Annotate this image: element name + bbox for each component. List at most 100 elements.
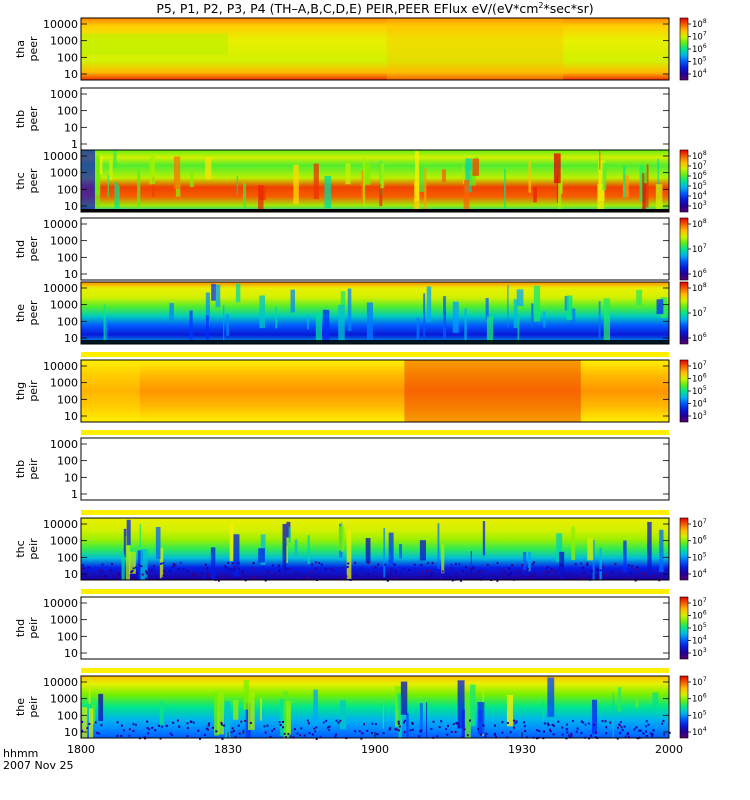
y-tick-label: 1000	[50, 235, 78, 248]
y-tick-label: 10000	[43, 282, 78, 295]
y-tick-label: 1000	[50, 35, 78, 48]
colorbar-tick-label: 107	[692, 360, 707, 372]
x-tick-label: 2000	[655, 743, 683, 756]
panel-probe-label: thb	[14, 110, 27, 128]
colorbar-tick-label: 104	[692, 568, 707, 580]
colorbar	[679, 149, 689, 213]
panel-product-label: peer	[27, 300, 40, 326]
colorbar	[679, 359, 689, 423]
panel-top-band	[81, 589, 669, 594]
panel-probe-label: thd	[14, 240, 27, 258]
panel-probe-label: thc	[14, 172, 27, 189]
colorbar	[679, 17, 689, 81]
y-tick-label: 100	[57, 315, 78, 328]
panel-probe-label: tha	[14, 40, 27, 58]
y-tick-label: 100	[57, 51, 78, 64]
y-tick-label: 1	[71, 138, 78, 151]
colorbar-tick-label: 105	[692, 180, 707, 192]
colorbar-tick-label: 106	[692, 268, 707, 280]
panel-product-label: peer	[27, 36, 40, 62]
y-tick-label: 10	[64, 471, 78, 484]
colorbar-tick-label: 106	[692, 373, 707, 385]
colorbar-tick-label: 105	[692, 385, 707, 397]
y-tick-label: 100	[57, 455, 78, 468]
y-tick-label: 100	[57, 183, 78, 196]
panel-product-label: peer	[27, 168, 40, 194]
colorbar-tick-label: 107	[692, 597, 707, 609]
y-tick-label: 1	[71, 488, 78, 501]
colorbar-tick-label: 108	[692, 282, 707, 294]
y-tick-label: 10	[64, 647, 78, 660]
colorbar-tick-label: 107	[692, 307, 707, 319]
colorbar-tick-label: 107	[692, 31, 707, 43]
y-tick-label: 10000	[43, 218, 78, 231]
colorbar-tick-label: 108	[692, 218, 707, 230]
panel-thc-peir: 10 100 1000 10000 thc peir 107 106 105 104	[14, 510, 707, 582]
colorbar-tick-label: 106	[692, 535, 707, 547]
colorbar	[679, 596, 689, 660]
panel-product-label: peir	[27, 380, 40, 402]
colorbar-tick-label: 104	[692, 726, 707, 738]
y-tick-label: 10	[64, 726, 78, 739]
colorbar	[679, 517, 689, 581]
colorbar-tick-label: 107	[692, 243, 707, 255]
colorbar	[679, 675, 689, 739]
y-tick-label: 1000	[50, 614, 78, 627]
date-label: 2007 Nov 25	[3, 759, 73, 772]
colorbar	[679, 281, 689, 345]
colorbar-tick-label: 106	[692, 43, 707, 55]
panel-top-band	[81, 510, 669, 515]
colorbar-tick-label: 108	[692, 150, 707, 162]
figure-title: P5, P1, P2, P3, P4 (TH–A,B,C,D,E) PEIR,P…	[156, 1, 593, 16]
panel-product-label: peir	[27, 538, 40, 560]
x-tick-label: 1830	[214, 743, 242, 756]
colorbar-tick-label: 106	[692, 170, 707, 182]
y-tick-label: 1000	[50, 88, 78, 101]
panel-product-label: peir	[27, 617, 40, 639]
x-tick-label: 1930	[508, 743, 536, 756]
colorbar-tick-label: 108	[692, 18, 707, 30]
panel-probe-label: thg	[14, 382, 27, 400]
y-tick-label: 10	[64, 410, 78, 423]
y-tick-label: 1000	[50, 693, 78, 706]
y-tick-label: 1000	[50, 377, 78, 390]
y-tick-label: 10	[64, 568, 78, 581]
panel-top-band	[81, 668, 669, 673]
panel-thb-peer: 1 10 100 1000 thb peer	[14, 87, 670, 151]
panel-the-peer: 10 100 1000 10000 the peer 108 107 106	[14, 281, 707, 345]
colorbar-tick-label: 106	[692, 332, 707, 344]
y-tick-label: 10000	[43, 18, 78, 31]
panel-probe-label: the	[14, 304, 27, 322]
panel-thd-peer: 10 100 1000 10000 thd peer 108 107 106	[14, 217, 707, 281]
colorbar-tick-label: 105	[692, 622, 707, 634]
panel-product-label: peer	[27, 236, 40, 262]
y-tick-label: 1000	[50, 535, 78, 548]
panel-probe-label: thd	[14, 619, 27, 637]
colorbar-tick-label: 105	[692, 56, 707, 68]
colorbar-tick-label: 107	[692, 160, 707, 172]
y-tick-label: 100	[57, 551, 78, 564]
x-tick-label: 1900	[361, 743, 389, 756]
colorbar-tick-label: 105	[692, 551, 707, 563]
colorbar-tick-label: 104	[692, 635, 707, 647]
panel-the-peir: 10 100 1000 10000 the peir 107 106 105 104	[14, 668, 707, 740]
colorbar-tick-label: 104	[692, 190, 707, 202]
panel-product-label: peir	[27, 458, 40, 480]
y-tick-label: 100	[57, 105, 78, 118]
panel-top-band	[81, 430, 669, 435]
y-tick-label: 1000	[50, 438, 78, 451]
y-tick-label: 10000	[43, 676, 78, 689]
y-tick-label: 100	[57, 393, 78, 406]
y-tick-label: 100	[57, 709, 78, 722]
y-tick-label: 10000	[43, 597, 78, 610]
colorbar-tick-label: 105	[692, 709, 707, 721]
colorbar-tick-label: 106	[692, 693, 707, 705]
panel-product-label: peer	[27, 106, 40, 132]
colorbar	[679, 217, 689, 281]
y-tick-label: 100	[57, 630, 78, 643]
colorbar-tick-label: 106	[692, 610, 707, 622]
colorbar-tick-label: 103	[692, 200, 707, 212]
